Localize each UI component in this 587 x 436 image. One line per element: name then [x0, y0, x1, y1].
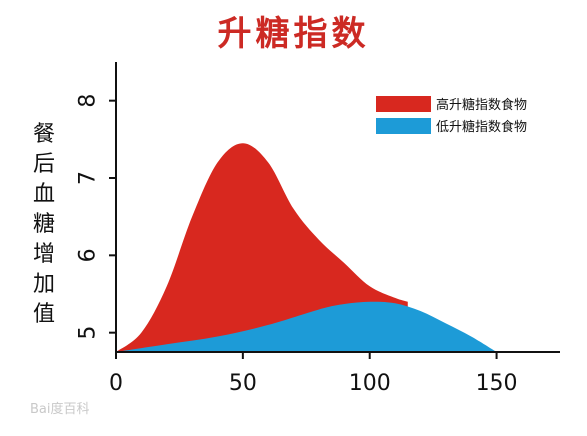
legend-swatch-1 — [376, 118, 431, 134]
series-area-0 — [116, 143, 408, 352]
y-tick-label: 8 — [76, 94, 101, 108]
y-tick-label: 6 — [76, 248, 101, 262]
chart-title: 升糖指数 — [217, 14, 370, 54]
y-axis-label: 餐后血糖增加值 — [32, 122, 55, 327]
y-tick-label: 7 — [76, 171, 101, 185]
watermark: Bai度百科 — [30, 402, 90, 417]
x-tick-label: 100 — [349, 371, 391, 396]
legend-swatch-0 — [376, 96, 431, 112]
legend-label-1: 低升糖指数食物 — [436, 119, 527, 135]
y-tick-label: 5 — [76, 326, 101, 340]
x-tick-label: 50 — [229, 371, 257, 396]
legend-label-0: 高升糖指数食物 — [436, 97, 527, 113]
series-area-1 — [116, 301, 497, 352]
x-tick-label: 150 — [476, 371, 518, 396]
x-tick-label: 0 — [109, 371, 123, 396]
